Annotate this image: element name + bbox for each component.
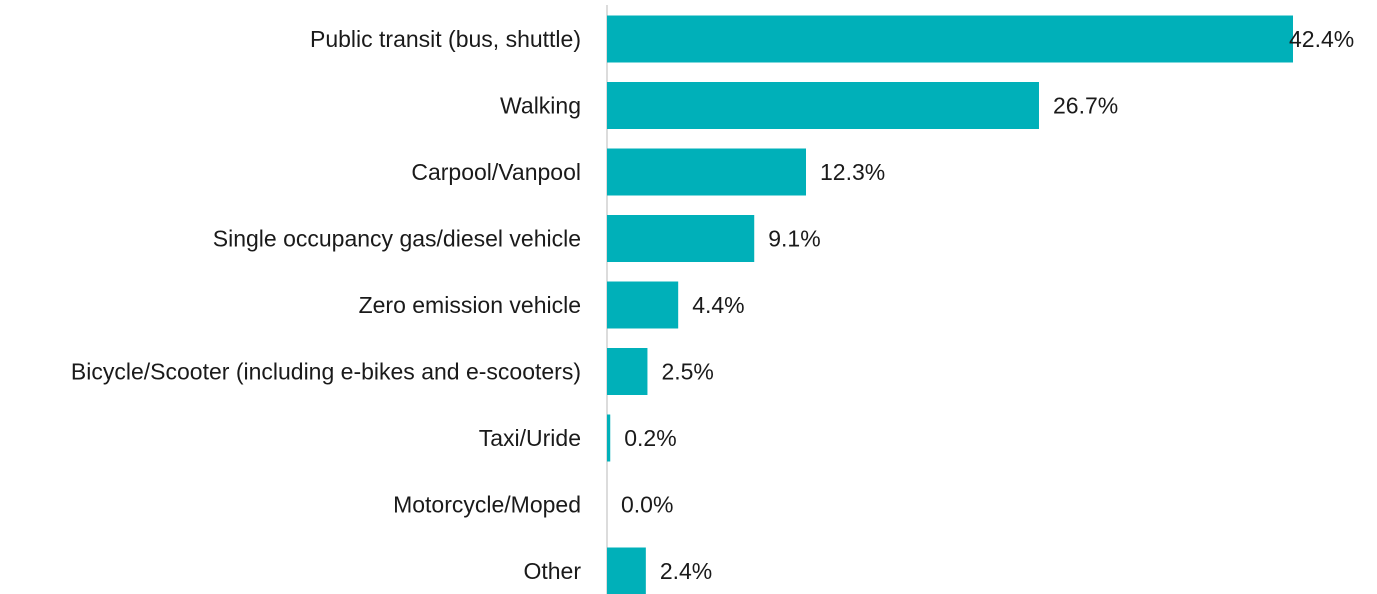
bar — [607, 215, 755, 262]
value-label: 42.4% — [1289, 26, 1354, 52]
bar — [607, 547, 646, 594]
bar — [607, 82, 1039, 129]
category-label: Zero emission vehicle — [359, 292, 581, 318]
category-label: Walking — [500, 93, 581, 119]
value-label: 2.4% — [660, 558, 712, 584]
bar — [607, 348, 648, 395]
value-label: 0.0% — [621, 492, 673, 518]
bar — [607, 414, 611, 462]
category-label: Carpool/Vanpool — [411, 159, 581, 185]
bar — [607, 281, 679, 329]
value-label: 0.2% — [624, 425, 676, 451]
value-label: 26.7% — [1053, 93, 1118, 119]
category-label: Motorcycle/Moped — [393, 492, 581, 518]
bar — [607, 148, 807, 196]
category-label: Taxi/Uride — [479, 425, 581, 451]
value-label: 2.5% — [661, 359, 713, 385]
category-label: Single occupancy gas/diesel vehicle — [213, 226, 581, 252]
category-label: Other — [523, 558, 581, 584]
category-label: Public transit (bus, shuttle) — [310, 26, 581, 52]
bar — [607, 15, 1293, 63]
value-label: 9.1% — [768, 226, 820, 252]
value-label: 4.4% — [692, 292, 744, 318]
category-label: Bicycle/Scooter (including e-bikes and e… — [71, 359, 581, 385]
value-label: 12.3% — [820, 159, 885, 185]
